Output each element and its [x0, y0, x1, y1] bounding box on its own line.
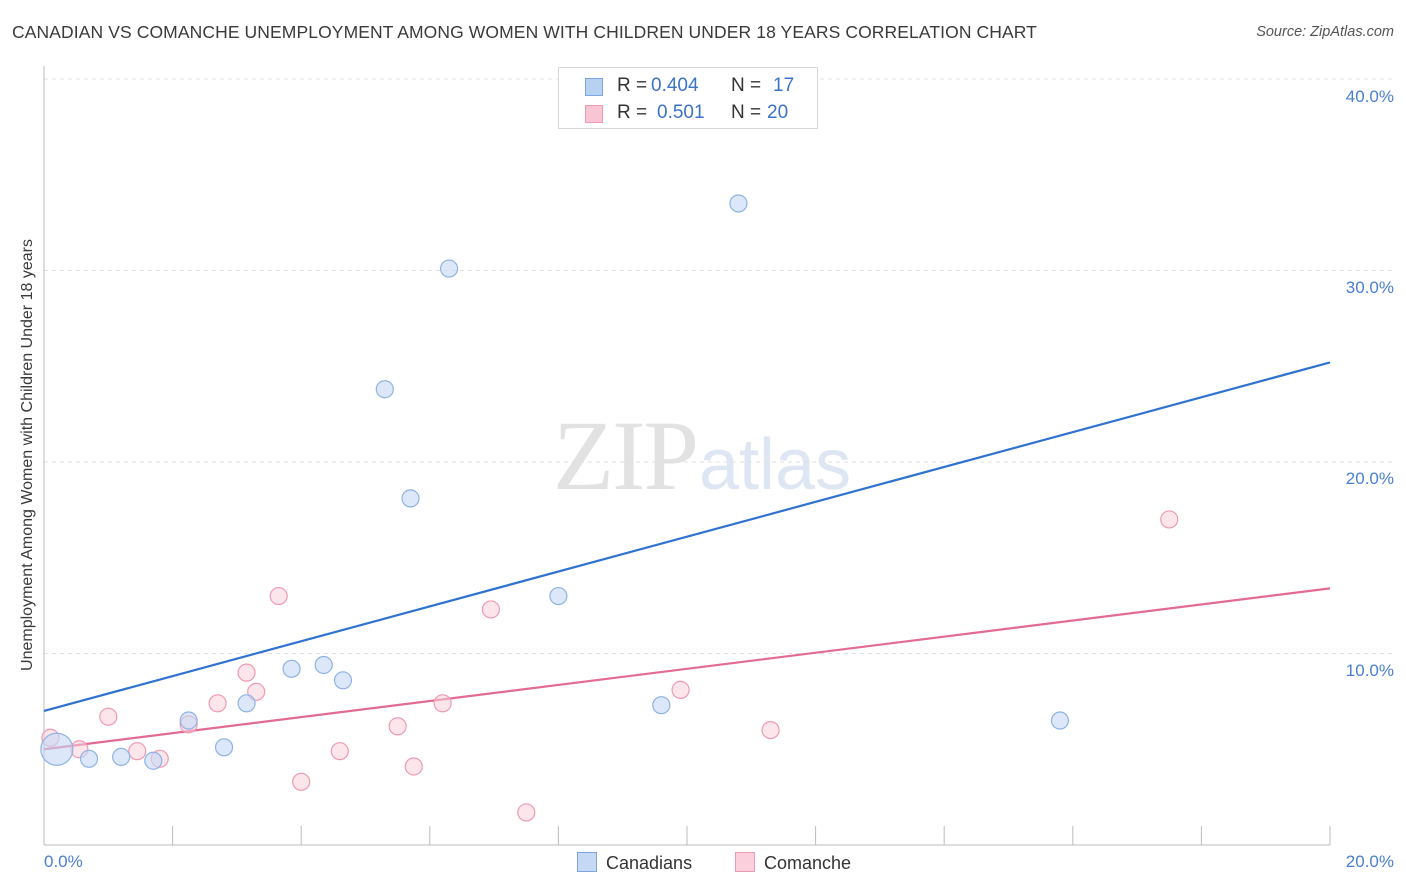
legend-item-comanche: Comanche — [735, 852, 851, 874]
canadians-point — [401, 489, 420, 508]
watermark-zip: ZIP — [553, 400, 699, 511]
stats-row-comanche: R = 0.501 N = 20 — [559, 102, 817, 126]
comanche-point — [99, 707, 118, 726]
canadians-point — [112, 747, 131, 767]
comanche-point — [517, 803, 536, 822]
comanche-point — [404, 757, 423, 776]
legend-item-canadians: Canadians — [577, 852, 692, 874]
legend-swatch-canadians — [577, 852, 597, 872]
canadians-n-label: N = — [731, 75, 762, 96]
y-tick-label-10: 10.0% — [1345, 661, 1394, 680]
comanche-point — [481, 600, 500, 619]
comanche-r-value: 0.501 — [657, 102, 705, 123]
comanche-point — [237, 663, 256, 682]
y-tick-label-30: 30.0% — [1345, 278, 1394, 297]
trendline-comanche — [43, 587, 1331, 751]
comanche-point — [269, 586, 288, 606]
canadians-point — [144, 751, 163, 770]
comanche-point — [433, 694, 452, 713]
canadians-point — [439, 259, 459, 278]
comanche-point — [128, 742, 147, 761]
canadians-point — [282, 659, 301, 678]
legend-label-comanche: Comanche — [764, 853, 852, 873]
canadians-point — [79, 749, 99, 768]
canadians-point — [652, 696, 671, 715]
canadians-point — [1050, 711, 1070, 730]
comanche-swatch — [585, 105, 603, 123]
comanche-n-label: N = — [731, 102, 762, 123]
canadians-point — [314, 655, 333, 675]
canadians-point — [549, 586, 568, 606]
y-axis-label: Unemployment Among Women with Children U… — [19, 239, 36, 671]
y-tick-label-40: 40.0% — [1345, 87, 1394, 106]
canadians-point — [375, 380, 394, 399]
canadians-point — [729, 194, 748, 213]
chart-title: CANADIAN VS COMANCHE UNEMPLOYMENT AMONG … — [12, 22, 1037, 42]
x-tick-label-min: 0.0% — [44, 852, 83, 871]
source-label: Source: ZipAtlas.com — [1256, 24, 1394, 40]
canadians-r-label: R = — [617, 75, 648, 96]
canadians-point — [179, 711, 198, 730]
y-tick-label-20: 20.0% — [1345, 469, 1394, 488]
comanche-point — [671, 680, 690, 699]
legend-label-canadians: Canadians — [606, 853, 693, 873]
comanche-r-label: R = — [617, 102, 648, 123]
stats-legend-box: R = 0.404 N = 17 R = 0.501 N = 20 — [558, 67, 818, 129]
stats-row-canadians: R = 0.404 N = 17 — [559, 75, 817, 99]
comanche-point — [388, 717, 407, 736]
canadians-swatch — [585, 78, 603, 96]
canadians-n-value: 17 — [773, 75, 795, 96]
x-tick-label-max: 20.0% — [1345, 852, 1394, 871]
watermark: ZIPatlas — [553, 398, 851, 513]
comanche-point — [292, 772, 311, 791]
legend-swatch-comanche — [735, 852, 755, 872]
canadians-r-value: 0.404 — [651, 75, 699, 96]
trendline-canadians — [43, 361, 1331, 713]
canadians-point — [237, 694, 256, 713]
canadians-point — [333, 671, 353, 690]
comanche-point — [761, 720, 780, 740]
canadians-point — [214, 738, 234, 757]
comanche-point — [208, 694, 227, 713]
comanche-point — [1160, 510, 1179, 529]
comanche-n-value: 20 — [767, 102, 789, 123]
canadians-point — [40, 732, 74, 766]
watermark-atlas: atlas — [699, 425, 852, 505]
comanche-point — [330, 742, 349, 761]
